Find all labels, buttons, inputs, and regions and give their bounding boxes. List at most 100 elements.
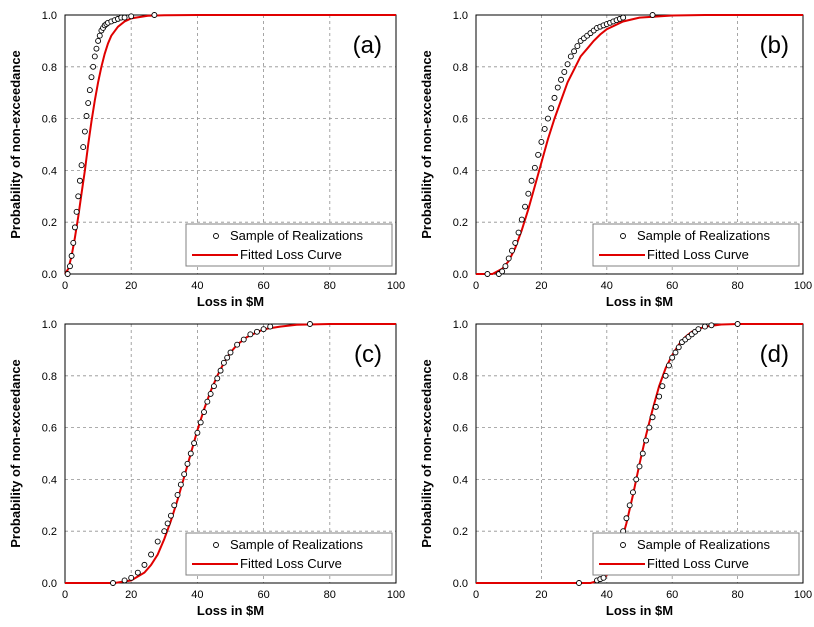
sample-realization-point — [80, 144, 87, 151]
sample-realization-point — [121, 577, 128, 584]
legend-label-sample: Sample of Realizations — [637, 537, 770, 552]
sample-realization-point — [78, 162, 85, 169]
x-axis-title: Loss in $M — [606, 603, 673, 618]
y-tick-label: 0.4 — [42, 165, 57, 177]
y-tick-label: 0.8 — [42, 62, 57, 74]
sample-realization-point — [134, 569, 141, 576]
plot-area-frame — [475, 14, 804, 275]
legend-label-fitted: Fitted Loss Curve — [647, 247, 749, 262]
panel-label: (c) — [354, 341, 382, 368]
x-tick-label: 100 — [794, 280, 812, 292]
sample-realization-point — [73, 208, 80, 215]
sample-realization-point — [260, 326, 267, 333]
sample-realization-point — [708, 322, 715, 329]
sample-realization-point — [665, 362, 672, 369]
legend-marker-sample — [620, 233, 626, 239]
chart-panel-b: 0 20 40 60 80 100 0.0 0.2 0.4 0.6 0.8 1.0 Loss in $M… — [419, 10, 812, 309]
x-tick-label: 60 — [666, 589, 678, 601]
sample-realization-point — [234, 341, 241, 348]
legend-label-fitted: Fitted Loss Curve — [240, 556, 342, 571]
x-tick-label: 100 — [794, 589, 812, 601]
sample-realization-point — [630, 489, 636, 496]
sample-realization-point — [210, 383, 217, 390]
x-tick-label: 100 — [387, 280, 405, 292]
sample-realization-point — [67, 263, 73, 270]
x-tick-label: 40 — [191, 280, 203, 292]
sample-realization-point — [64, 271, 71, 277]
sample-realization-point — [70, 239, 77, 246]
legend-label-sample: Sample of Realizations — [637, 228, 770, 243]
sample-realization-point — [571, 48, 578, 55]
plot-area-frame — [475, 323, 804, 584]
sample-realization-point — [561, 69, 568, 75]
sample-realization-point — [81, 128, 88, 135]
y-tick-label: 0.8 — [42, 371, 57, 383]
y-axis-title: Probability of non-exceedance — [8, 50, 23, 239]
sample-realization-point — [161, 528, 168, 535]
y-tick-label: 0.6 — [42, 423, 57, 435]
sample-realization-point — [220, 359, 227, 366]
sample-realization-point — [554, 84, 561, 91]
y-tick-label: 0.2 — [42, 217, 57, 229]
sample-realization-point — [509, 247, 515, 254]
legend-box — [592, 532, 800, 576]
sample-realization-point — [207, 390, 214, 397]
sample-realization-point — [148, 551, 155, 558]
x-tick-label: 20 — [125, 589, 137, 601]
sample-realization-point — [535, 151, 542, 158]
sample-realization-point — [201, 409, 207, 416]
legend-label-fitted: Fitted Loss Curve — [240, 247, 342, 262]
chart-panel-d: 0 20 40 60 80 100 0.0 0.2 0.4 0.6 0.8 1.0 Loss in $M… — [419, 319, 812, 618]
x-tick-label: 60 — [257, 589, 269, 601]
sample-realization-point — [538, 138, 545, 145]
sample-realization-point — [93, 45, 100, 52]
sample-realization-point — [121, 14, 128, 21]
sample-realization-point — [187, 450, 194, 457]
y-tick-label: 0.2 — [453, 217, 468, 229]
legend-label-sample: Sample of Realizations — [230, 537, 363, 552]
sample-realization-point — [734, 321, 741, 327]
y-tick-label: 0.6 — [453, 114, 468, 126]
chart-panel-a: 0 20 40 60 80 100 0.0 0.2 0.4 0.6 0.8 1.0 Loss in $M… — [8, 10, 405, 309]
sample-realization-point — [643, 437, 649, 444]
sample-realization-point — [512, 239, 519, 246]
sample-realization-point — [564, 61, 571, 68]
y-tick-label: 0.6 — [453, 423, 468, 435]
sample-realization-point — [623, 515, 630, 522]
legend-marker-sample — [213, 233, 219, 239]
sample-realization-point — [91, 53, 98, 60]
sample-realization-point — [247, 331, 254, 338]
y-tick-label: 1.0 — [42, 10, 57, 22]
sample-realization-point — [86, 87, 93, 94]
sample-realization-point — [576, 580, 582, 586]
y-tick-label: 0.2 — [42, 526, 57, 538]
x-tick-label: 60 — [257, 280, 269, 292]
sample-realization-point — [662, 372, 669, 379]
sample-realization-point — [177, 481, 184, 488]
sample-realization-point — [171, 502, 178, 509]
sample-realization-point — [669, 354, 676, 361]
sample-realization-point — [224, 354, 231, 361]
sample-realization-point — [194, 429, 201, 436]
x-tick-label: 100 — [387, 589, 405, 601]
sample-realization-point — [636, 463, 643, 470]
y-tick-label: 0.4 — [453, 474, 468, 486]
sample-realization-point — [90, 63, 97, 70]
x-tick-label: 0 — [62, 280, 68, 292]
sample-realization-point — [197, 419, 204, 426]
sample-realization-point — [95, 37, 102, 44]
x-tick-label: 20 — [535, 280, 547, 292]
sample-realization-point — [544, 115, 551, 122]
sample-realization-point — [656, 393, 663, 400]
x-tick-label: 80 — [731, 589, 743, 601]
sample-realization-point — [499, 268, 506, 275]
x-tick-label: 40 — [601, 589, 613, 601]
sample-realization-point — [620, 14, 627, 21]
sample-realization-point — [306, 321, 313, 327]
x-axis-title: Loss in $M — [197, 294, 264, 309]
x-axis-title: Loss in $M — [606, 294, 673, 309]
y-tick-label: 0.0 — [42, 269, 57, 281]
plot-area-frame — [64, 323, 397, 584]
sample-realization-point — [633, 476, 640, 483]
